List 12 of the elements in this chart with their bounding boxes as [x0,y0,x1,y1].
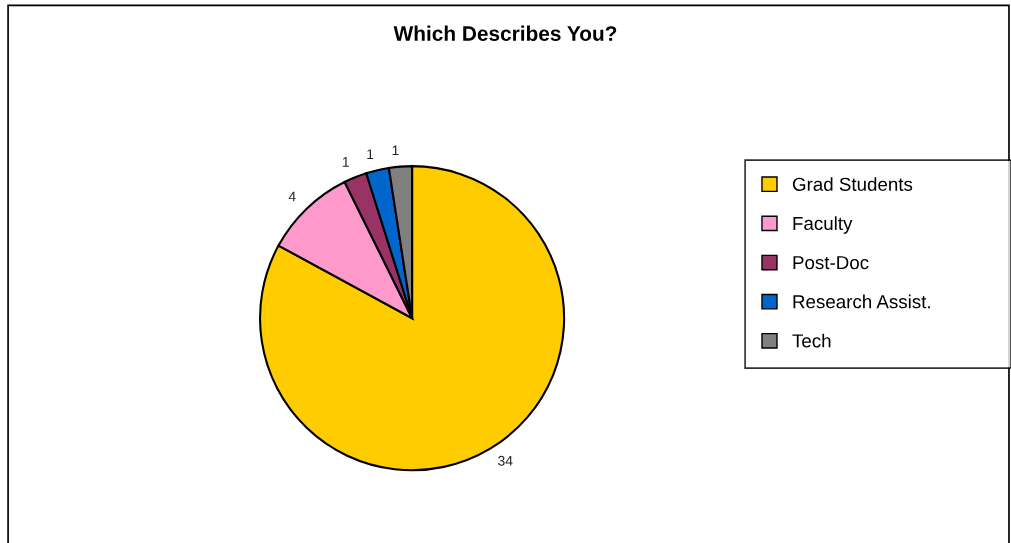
chart-title: Which Describes You? [393,25,617,41]
data-label: 1 [367,149,374,159]
data-label: 1 [392,145,399,156]
legend-label: Tech [792,333,831,348]
data-label: 1 [342,157,349,167]
legend-label: Grad Students [792,177,913,191]
data-label: 4 [288,191,296,202]
pie-slice [259,165,566,472]
legend-label: Post-Doc [793,256,869,270]
legend-label: Faculty [793,216,853,234]
legend-label: Research Assist. [793,294,930,309]
data-label: 34 [498,455,513,466]
